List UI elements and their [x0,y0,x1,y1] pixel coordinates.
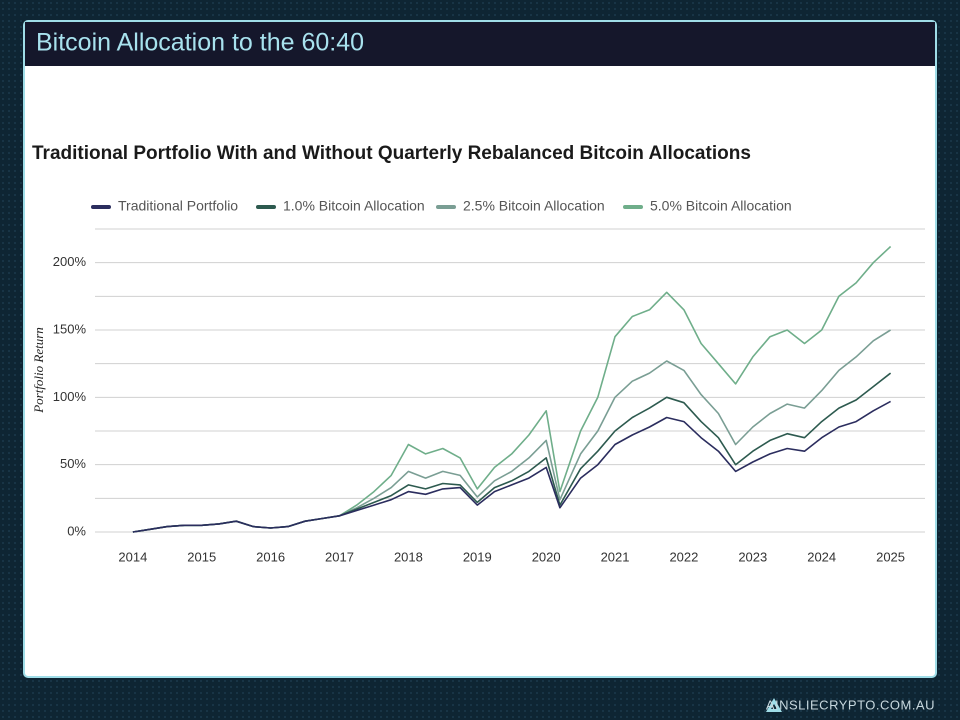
x-tick-label: 2018 [394,549,423,564]
legend-label: 2.5% Bitcoin Allocation [463,198,605,214]
x-tick-label: 2017 [325,549,354,564]
header-title: Bitcoin Allocation to the 60:40 [36,29,364,57]
header-bar [25,22,935,66]
brand-logo [766,698,782,712]
chart-title: Traditional Portfolio With and Without Q… [32,143,751,164]
x-tick-label: 2019 [463,549,492,564]
x-tick-label: 2024 [807,549,836,564]
y-tick-label: 100% [53,389,87,404]
x-tick-label: 2014 [118,549,147,564]
x-tick-label: 2025 [876,549,905,564]
legend-label: Traditional Portfolio [118,198,238,214]
x-tick-label: 2015 [187,549,216,564]
series-line [132,400,891,533]
y-tick-label: 200% [53,254,87,269]
brand-text: AINSLIECRYPTO.COM.AU [766,697,935,712]
x-tick-label: 2022 [669,549,698,564]
x-tick-label: 2016 [256,549,285,564]
legend-label: 1.0% Bitcoin Allocation [283,198,425,214]
frame [23,20,937,678]
y-tick-label: 150% [53,321,87,336]
x-tick-label: 2020 [532,549,561,564]
y-axis-label: Portfolio Return [31,327,46,414]
x-tick-label: 2023 [738,549,767,564]
y-tick-label: 0% [67,523,86,538]
y-tick-label: 50% [60,456,86,471]
x-tick-label: 2021 [601,549,630,564]
legend-label: 5.0% Bitcoin Allocation [650,198,792,214]
